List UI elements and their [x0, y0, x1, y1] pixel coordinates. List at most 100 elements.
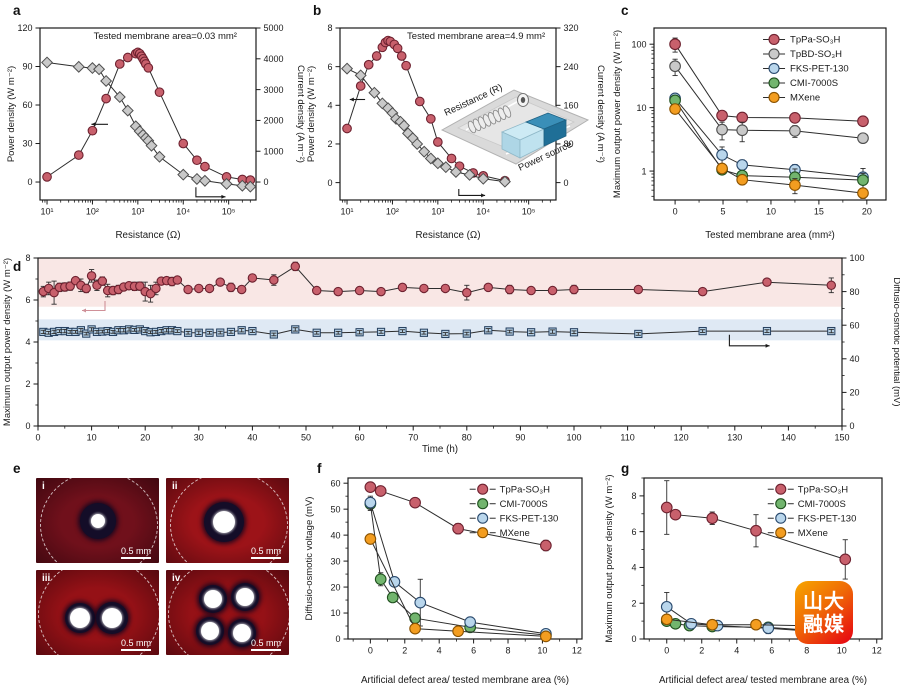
svg-text:MXene: MXene	[790, 93, 820, 104]
series-maximum-output-power-density	[38, 261, 837, 305]
chart-b-inset-circuit-schematic: Resistance (R) Power source	[440, 82, 590, 174]
svg-text:CMI-7000S: CMI-7000S	[500, 499, 548, 510]
svg-text:Artificial defect area/ tested: Artificial defect area/ tested membrane …	[659, 675, 867, 686]
svg-text:140: 140	[781, 433, 796, 443]
svg-text:TpPa-SO₃H: TpPa-SO₃H	[798, 485, 848, 496]
svg-text:90: 90	[515, 433, 525, 443]
panel-label-b: b	[313, 3, 322, 18]
svg-text:2000: 2000	[264, 116, 284, 126]
svg-text:1000: 1000	[264, 146, 284, 156]
scale-bar: 0.5 mm	[120, 637, 151, 651]
svg-text:12: 12	[572, 646, 582, 656]
svg-text:20: 20	[862, 207, 872, 217]
svg-text:Resistance (Ω): Resistance (Ω)	[415, 230, 480, 241]
svg-text:0: 0	[664, 646, 669, 656]
svg-text:0: 0	[564, 178, 569, 188]
svg-text:60: 60	[22, 100, 32, 110]
svg-text:6: 6	[327, 62, 332, 72]
platform-top	[457, 96, 575, 153]
svg-text:15: 15	[814, 207, 824, 217]
chart-c-power-vs-membrane-area: 0 5 10 15 20 1 10 100 Maximum output power densi…	[612, 27, 887, 241]
series-power-density	[342, 35, 510, 186]
svg-text:120: 120	[674, 433, 689, 443]
chart-f-voltage-vs-defect-area: 0 2 4 6 8 10 12 0 10 20 30 40 50 60 Diffusio-osmotic v…	[304, 477, 583, 686]
svg-text:6: 6	[471, 646, 476, 656]
svg-text:Time (h): Time (h)	[422, 444, 458, 455]
defect-hole	[70, 607, 91, 628]
svg-text:2: 2	[631, 598, 636, 608]
tile-label-ii: ii	[172, 481, 178, 492]
scale-bar: 0.5 mm	[250, 638, 281, 651]
svg-text:10: 10	[330, 608, 340, 618]
scale-bar-line	[120, 648, 151, 651]
svg-text:10¹: 10¹	[341, 207, 354, 217]
svg-text:12: 12	[872, 646, 882, 656]
svg-text:0: 0	[335, 634, 340, 644]
tile-label-iv: iv	[172, 573, 181, 584]
series-mxene	[669, 103, 869, 199]
svg-text:8: 8	[631, 491, 636, 501]
svg-text:0: 0	[35, 433, 40, 443]
svg-text:90: 90	[22, 62, 32, 72]
svg-text:40: 40	[330, 530, 340, 540]
panel-label-d: d	[13, 259, 22, 274]
resistor-knob-center	[520, 97, 526, 103]
svg-text:120: 120	[17, 23, 32, 33]
svg-text:40: 40	[247, 433, 257, 443]
svg-text:TpPa-SO₃H: TpPa-SO₃H	[500, 485, 550, 496]
defect-hole	[203, 589, 222, 608]
svg-text:TpBD-SO₃H: TpBD-SO₃H	[790, 49, 842, 60]
svg-text:0: 0	[25, 421, 30, 431]
micrograph-grid: i 0.5 mm ii 0.5 mm iii 0.5 mm iv 0.5 mm	[36, 478, 291, 656]
scale-bar: 0.5 mm	[250, 546, 281, 559]
series-current-density	[41, 56, 257, 193]
svg-text:8: 8	[25, 253, 30, 263]
svg-text:FKS-PET-130: FKS-PET-130	[500, 514, 559, 525]
svg-text:2: 2	[699, 646, 704, 656]
defect-hole	[233, 623, 252, 642]
svg-text:10²: 10²	[86, 207, 99, 217]
svg-text:Power density (W m⁻²): Power density (W m⁻²)	[306, 66, 317, 162]
tile-label-i: i	[42, 481, 45, 492]
svg-text:20: 20	[140, 433, 150, 443]
svg-text:20: 20	[330, 582, 340, 592]
series-mxene	[364, 533, 552, 643]
svg-text:1: 1	[641, 166, 646, 176]
svg-text:4: 4	[437, 646, 442, 656]
svg-text:0: 0	[631, 634, 636, 644]
svg-text:30: 30	[330, 556, 340, 566]
svg-text:Tested membrane area=4.9 mm²: Tested membrane area=4.9 mm²	[407, 31, 545, 42]
defect-hole	[201, 622, 220, 641]
svg-text:10⁵: 10⁵	[222, 207, 236, 217]
svg-text:Maximum output power density (: Maximum output power density (W m⁻²)	[2, 258, 13, 426]
svg-text:80: 80	[850, 287, 860, 297]
svg-text:4: 4	[327, 101, 332, 111]
series-current-density	[341, 62, 511, 188]
scale-bar-label: 0.5 mm	[120, 637, 151, 648]
svg-text:10: 10	[537, 646, 547, 656]
svg-text:30: 30	[22, 139, 32, 149]
svg-text:0: 0	[850, 421, 855, 431]
svg-text:Maximum output power density (: Maximum output power density (W m⁻²)	[612, 30, 623, 198]
svg-text:TpPa-SO₃H: TpPa-SO₃H	[790, 35, 840, 46]
svg-text:50: 50	[301, 433, 311, 443]
watermark-line2: 融媒	[803, 611, 845, 636]
series-tppa-so-h	[660, 480, 852, 580]
svg-text:10⁵: 10⁵	[522, 207, 536, 217]
svg-text:FKS-PET-130: FKS-PET-130	[790, 64, 849, 75]
scale-bar-label: 0.5 mm	[120, 545, 151, 556]
scale-bar-line	[120, 556, 151, 559]
resistor-coil	[467, 105, 512, 134]
svg-text:8: 8	[327, 23, 332, 33]
series-fks-pet-130	[669, 92, 869, 191]
series-tppa-so-h	[364, 481, 552, 552]
watermark-logo: 山大 融媒	[795, 581, 853, 644]
svg-text:0: 0	[27, 177, 32, 187]
scale-bar: 0.5 mm	[120, 545, 151, 559]
svg-text:110: 110	[620, 433, 634, 443]
svg-text:10¹: 10¹	[41, 207, 54, 217]
svg-text:Current density (A m⁻²): Current density (A m⁻²)	[295, 65, 306, 163]
svg-text:10⁴: 10⁴	[176, 207, 190, 217]
scale-bar-line	[250, 556, 281, 559]
